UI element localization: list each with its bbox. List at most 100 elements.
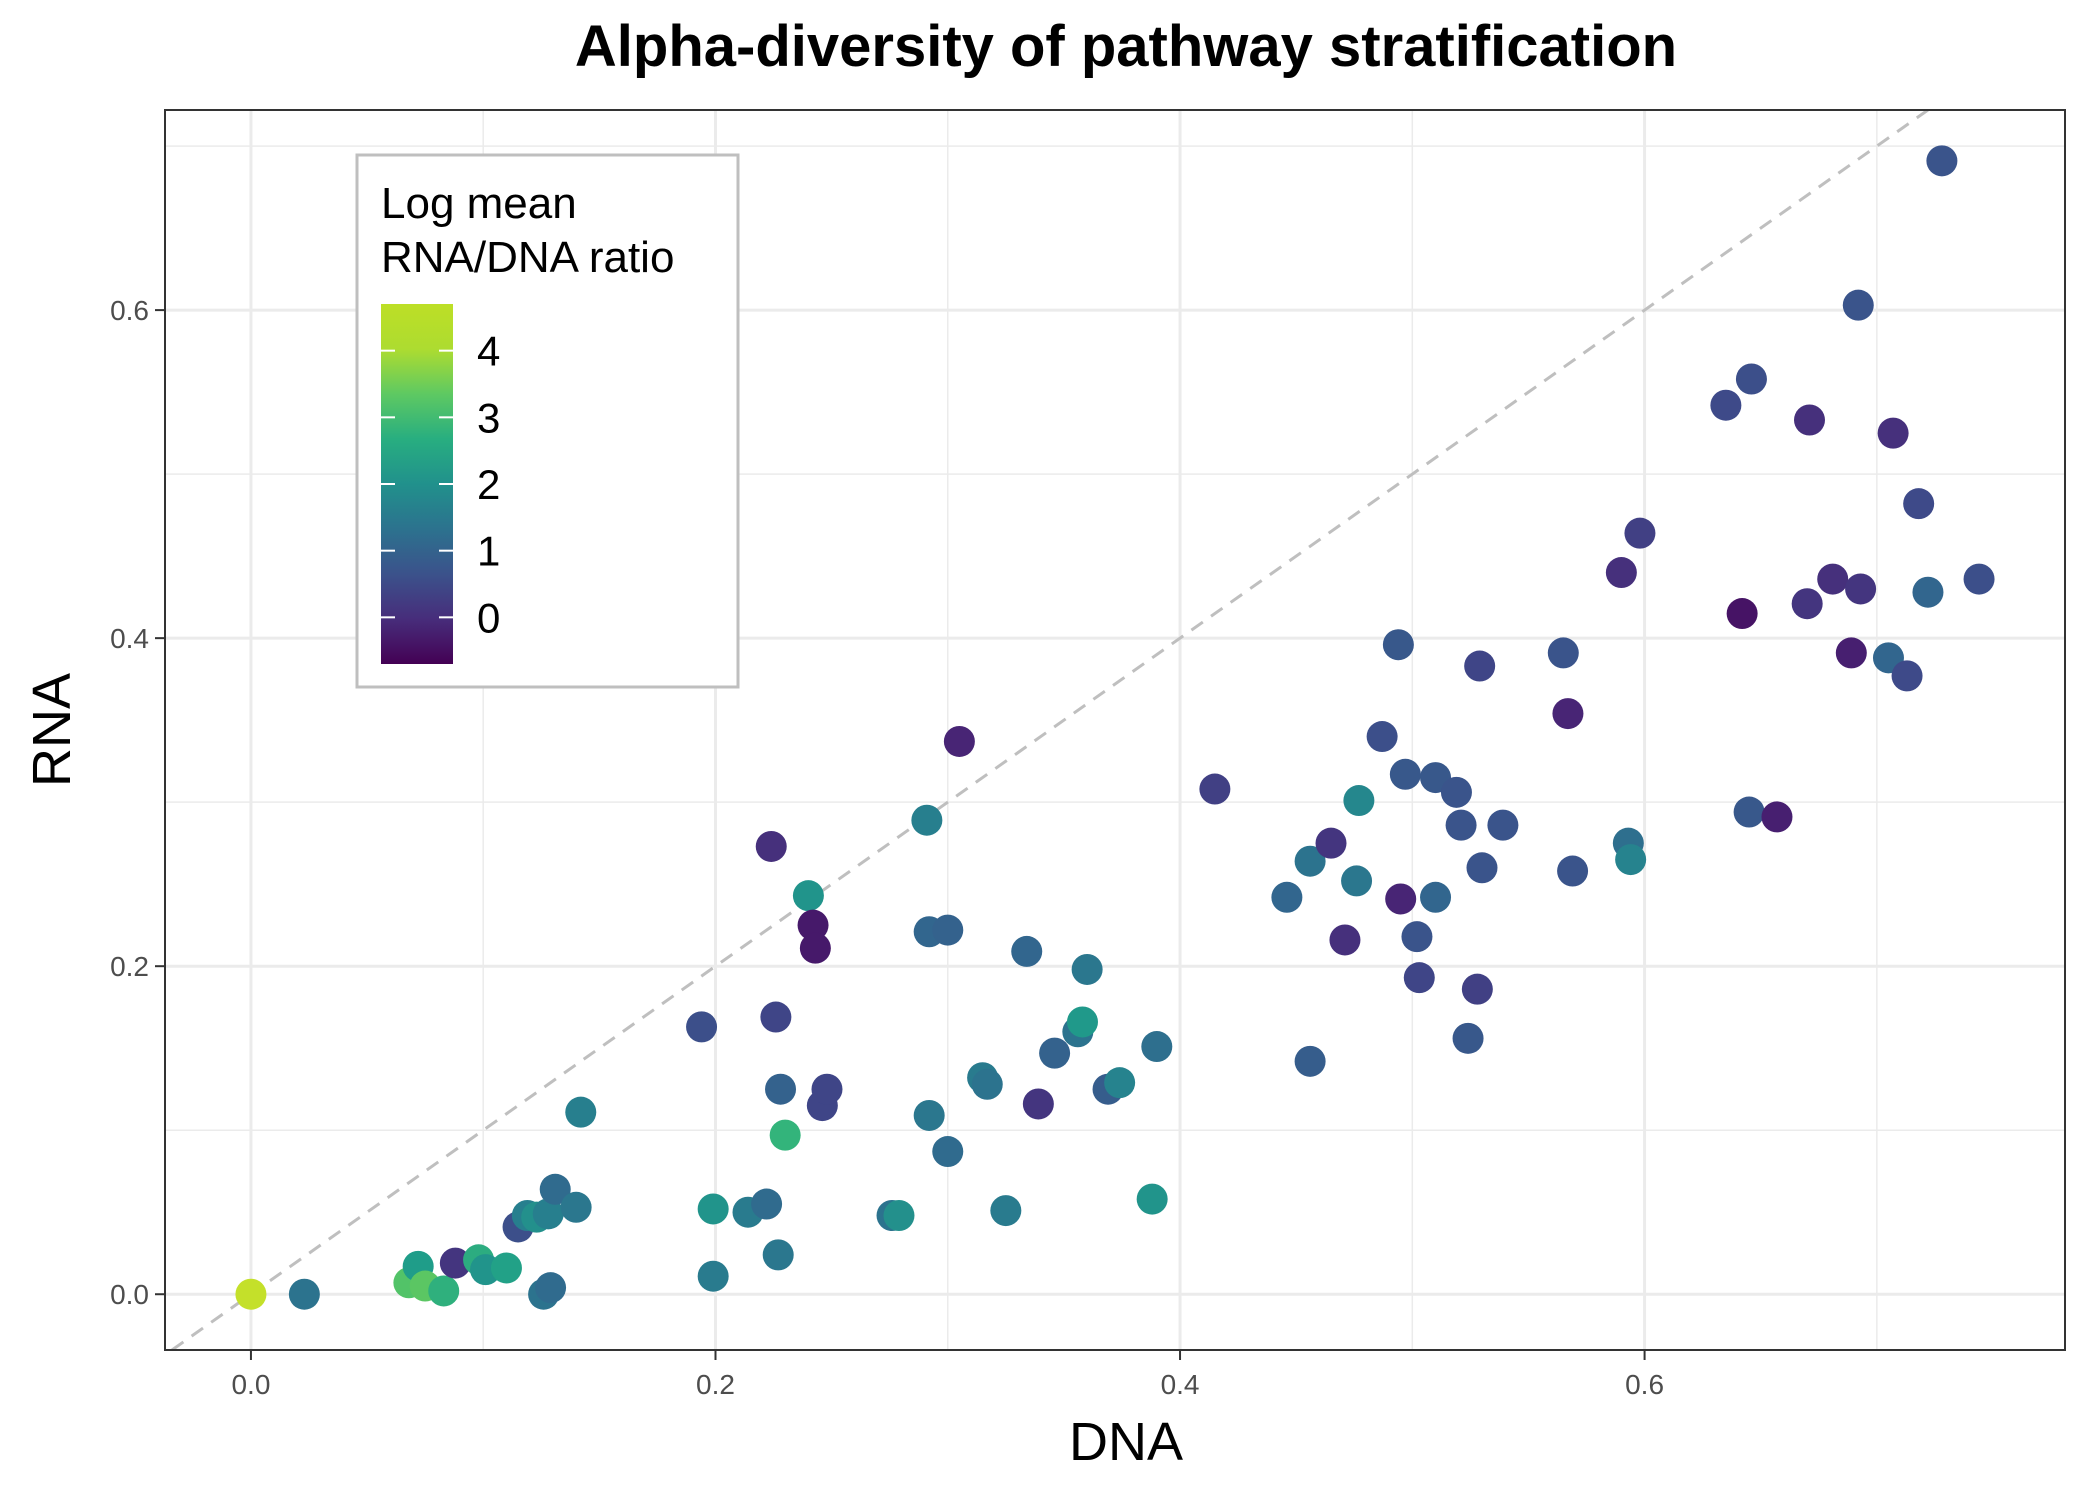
data-point: [235, 1278, 267, 1310]
colorbar-tick-label: 1: [477, 528, 500, 575]
data-point: [1877, 417, 1909, 449]
data-point: [1271, 881, 1303, 913]
x-axis-title: DNA: [1069, 1412, 1183, 1472]
data-point: [1039, 1037, 1071, 1069]
data-point: [799, 932, 831, 964]
data-point: [762, 1239, 794, 1271]
data-point: [1552, 698, 1584, 730]
data-point: [1891, 660, 1923, 692]
data-point: [1793, 404, 1825, 436]
data-point: [532, 1198, 564, 1230]
y-axis-ticks: 0.0 0.2 0.4 0.6: [110, 295, 165, 1310]
data-point: [1735, 363, 1767, 395]
data-point: [1420, 881, 1452, 913]
data-point: [971, 1068, 1003, 1100]
y-tick-label: 0.2: [110, 951, 149, 982]
data-point: [1547, 637, 1579, 669]
x-tick-label: 0.0: [231, 1369, 270, 1400]
data-point: [1557, 855, 1589, 887]
data-point: [1440, 776, 1472, 808]
data-point: [1726, 598, 1758, 630]
data-point: [560, 1191, 592, 1223]
data-point: [932, 1136, 964, 1168]
legend: Log mean RNA/DNA ratio 0 1 2 3 4: [355, 153, 740, 689]
data-point: [1926, 145, 1958, 177]
points-layer: [235, 145, 1995, 1310]
data-point: [1382, 629, 1414, 661]
data-point: [1466, 852, 1498, 884]
data-point: [686, 1011, 718, 1043]
data-point: [1835, 637, 1867, 669]
colorbar-tick-label: 4: [477, 328, 500, 375]
data-point: [1341, 865, 1373, 897]
data-point: [1366, 721, 1398, 753]
data-point: [1329, 924, 1361, 956]
data-point: [1845, 573, 1877, 605]
x-tick-label: 0.2: [696, 1369, 735, 1400]
data-point: [913, 1099, 945, 1131]
plot-panel-border: [164, 109, 2066, 1351]
data-point: [1461, 973, 1493, 1005]
data-point: [1487, 809, 1519, 841]
data-point: [1401, 921, 1433, 953]
data-point: [1615, 844, 1647, 876]
data-point: [1761, 801, 1793, 833]
data-point: [990, 1195, 1022, 1227]
data-point: [1011, 935, 1043, 967]
colorbar-ticks: 0 1 2 3 4: [381, 328, 500, 641]
y-tick-label: 0.4: [110, 623, 149, 654]
data-point: [1071, 953, 1103, 985]
data-point: [1842, 289, 1874, 321]
data-point: [883, 1200, 915, 1232]
data-point: [1315, 827, 1347, 859]
data-point: [1452, 1022, 1484, 1054]
y-tick-label: 0.0: [110, 1279, 149, 1310]
legend-title-line-1: Log mean: [381, 179, 577, 228]
data-point: [1624, 517, 1656, 549]
y-tick-label: 0.6: [110, 295, 149, 326]
data-point: [1294, 845, 1326, 877]
data-point: [932, 914, 964, 946]
data-point: [1733, 796, 1765, 828]
data-point: [765, 1073, 797, 1105]
data-point: [288, 1278, 320, 1310]
data-point: [428, 1275, 460, 1307]
data-point: [1066, 1006, 1098, 1038]
data-point: [760, 1001, 792, 1033]
x-axis-ticks: 0.0 0.2 0.4 0.6: [231, 1350, 1664, 1400]
data-point: [1605, 557, 1637, 589]
data-point: [1963, 563, 1995, 595]
x-tick-label: 0.6: [1625, 1369, 1664, 1400]
data-point: [697, 1260, 729, 1292]
data-point: [539, 1173, 571, 1205]
data-point: [1389, 758, 1421, 790]
data-point: [1136, 1183, 1168, 1215]
data-point: [943, 725, 975, 757]
data-point: [490, 1252, 522, 1284]
chart-title: Alpha-diversity of pathway stratificatio…: [575, 14, 1677, 79]
colorbar-tick-label: 3: [477, 394, 500, 441]
data-point: [1294, 1045, 1326, 1077]
data-point: [697, 1193, 729, 1225]
data-point: [1445, 809, 1477, 841]
data-point: [797, 909, 829, 941]
data-point: [1385, 883, 1417, 915]
data-point: [1403, 962, 1435, 994]
data-point: [1022, 1088, 1054, 1120]
colorbar-tick-label: 2: [477, 461, 500, 508]
data-point: [1791, 588, 1823, 620]
data-point: [911, 804, 943, 836]
legend-title-line-2: RNA/DNA ratio: [381, 233, 674, 282]
data-point: [769, 1119, 801, 1151]
data-point: [1343, 785, 1375, 817]
data-point: [1903, 488, 1935, 520]
data-point: [1104, 1067, 1136, 1099]
data-point: [1199, 773, 1231, 805]
data-point: [792, 880, 824, 912]
data-point: [439, 1247, 471, 1279]
x-tick-label: 0.4: [1161, 1369, 1200, 1400]
colorbar-tick-label: 0: [477, 594, 500, 641]
y-axis-title: RNA: [22, 673, 82, 787]
data-point: [751, 1188, 783, 1220]
